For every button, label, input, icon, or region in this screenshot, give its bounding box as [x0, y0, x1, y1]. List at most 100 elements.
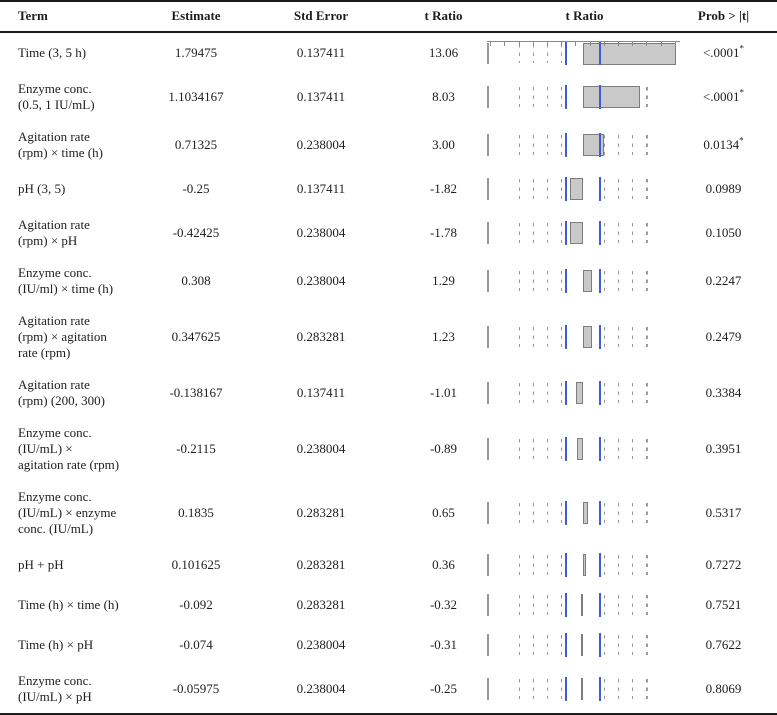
axis-tick	[674, 42, 676, 46]
t-ratio-bar	[576, 438, 583, 460]
dashed-gridline	[646, 439, 648, 459]
dashed-gridline	[618, 135, 620, 155]
dashed-gridline	[518, 555, 520, 575]
std-error-cell: 0.283281	[296, 597, 346, 612]
blue-reference-line	[564, 593, 567, 617]
prob-cell: 0.8069	[705, 681, 742, 696]
dashed-gridline	[646, 555, 648, 575]
dashed-gridline	[518, 439, 520, 459]
t-ratio-cell: -0.25	[429, 681, 458, 696]
dashed-gridline	[532, 327, 534, 347]
t-ratio-bar-chart	[487, 325, 680, 349]
dashed-gridline	[603, 327, 605, 347]
dashed-gridline	[561, 383, 563, 403]
table-row: Time (3, 5 h) 1.79475 0.137411 13.06 <.0…	[0, 33, 777, 73]
t-ratio-bar-chart	[487, 633, 680, 657]
dashed-gridline	[518, 87, 520, 107]
std-error-cell: 0.137411	[296, 89, 346, 104]
dashed-gridline	[561, 223, 563, 243]
estimate-cell: 1.1034167	[168, 89, 224, 104]
dashed-gridline	[603, 179, 605, 199]
table-row: Time (h) × time (h) -0.092 0.283281 -0.3…	[0, 585, 777, 625]
t-ratio-bar-chart	[487, 221, 680, 245]
prob-cell: 0.1050	[705, 225, 742, 240]
t-ratio-bar	[583, 270, 593, 292]
dashed-gridline	[547, 595, 549, 615]
t-ratio-bar	[583, 86, 640, 108]
std-error-cell: 0.137411	[296, 181, 346, 196]
blue-reference-line	[564, 501, 567, 525]
t-ratio-bar	[583, 502, 588, 524]
dashed-gridline	[561, 635, 563, 655]
dashed-gridline	[532, 555, 534, 575]
blue-reference-line	[599, 593, 602, 617]
blue-reference-line	[599, 633, 602, 657]
axis-tick	[532, 42, 534, 46]
dashed-gridline	[547, 87, 549, 107]
dashed-gridline	[532, 87, 534, 107]
t-ratio-bar-chart	[487, 269, 680, 293]
dashed-gridline	[561, 87, 563, 107]
term-cell: Agitation rate (rpm) × pH	[18, 217, 90, 248]
dashed-gridline	[618, 271, 620, 291]
dashed-gridline	[632, 439, 634, 459]
dashed-gridline	[518, 271, 520, 291]
axis-left-boundary-line	[487, 634, 489, 656]
blue-reference-line	[564, 553, 567, 577]
t-ratio-bar	[583, 43, 676, 65]
prob-cell: 0.0989	[705, 181, 742, 196]
dashed-gridline	[518, 135, 520, 155]
blue-reference-line	[599, 177, 602, 201]
t-ratio-plot-cell	[487, 677, 682, 701]
dashed-gridline	[632, 595, 634, 615]
axis-tick	[632, 42, 634, 46]
blue-reference-line	[564, 133, 567, 157]
prob-cell: 0.3384	[705, 385, 742, 400]
prob-cell: 0.3951	[705, 441, 742, 456]
axis-tick	[504, 42, 506, 46]
t-ratio-bar	[583, 326, 592, 348]
dashed-gridline	[518, 44, 520, 63]
prob-cell: 0.2247	[705, 273, 742, 288]
prob-cell: 0.7272	[705, 557, 742, 572]
dashed-gridline	[603, 271, 605, 291]
t-ratio-plot-cell	[487, 553, 682, 577]
t-ratio-plot-cell	[487, 41, 682, 65]
estimate-cell: -0.074	[179, 637, 213, 652]
term-cell: Enzyme conc. (0.5, 1 IU/mL)	[18, 81, 95, 112]
dashed-gridline	[632, 679, 634, 699]
t-ratio-cell: -1.01	[429, 385, 458, 400]
t-ratio-cell: -1.78	[429, 225, 458, 240]
dashed-gridline	[603, 223, 605, 243]
t-ratio-bar-chart	[487, 133, 680, 157]
term-cell: pH + pH	[18, 557, 64, 572]
table-row: Enzyme conc. (IU/mL) × enzyme conc. (IU/mL…	[0, 481, 777, 545]
dashed-gridline	[618, 635, 620, 655]
blue-reference-line	[599, 325, 602, 349]
blue-reference-line	[599, 269, 602, 293]
term-cell: Time (h) × time (h)	[18, 597, 119, 612]
dashed-gridline	[603, 383, 605, 403]
axis-left-boundary-line	[487, 326, 489, 348]
estimate-cell: -0.2115	[176, 441, 216, 456]
std-error-cell: 0.238004	[296, 637, 346, 652]
table-row: Agitation rate (rpm) × time (h) 0.71325 0…	[0, 121, 777, 169]
t-ratio-cell: 1.29	[432, 273, 455, 288]
std-error-cell: 0.137411	[296, 385, 346, 400]
dashed-gridline	[632, 179, 634, 199]
t-ratio-cell: 13.06	[428, 45, 459, 60]
axis-tick	[561, 42, 563, 46]
dashed-gridline	[603, 635, 605, 655]
t-ratio-cell: 0.65	[432, 505, 455, 520]
blue-reference-line	[599, 553, 602, 577]
dashed-gridline	[518, 383, 520, 403]
dashed-gridline	[618, 327, 620, 347]
blue-reference-line	[564, 381, 567, 405]
column-header-t-ratio: t Ratio	[424, 8, 463, 23]
term-cell: Time (3, 5 h)	[18, 45, 87, 60]
t-ratio-bar	[570, 222, 583, 244]
dashed-gridline	[547, 135, 549, 155]
axis-tick	[589, 42, 591, 46]
t-ratio-bar-chart	[487, 501, 680, 525]
